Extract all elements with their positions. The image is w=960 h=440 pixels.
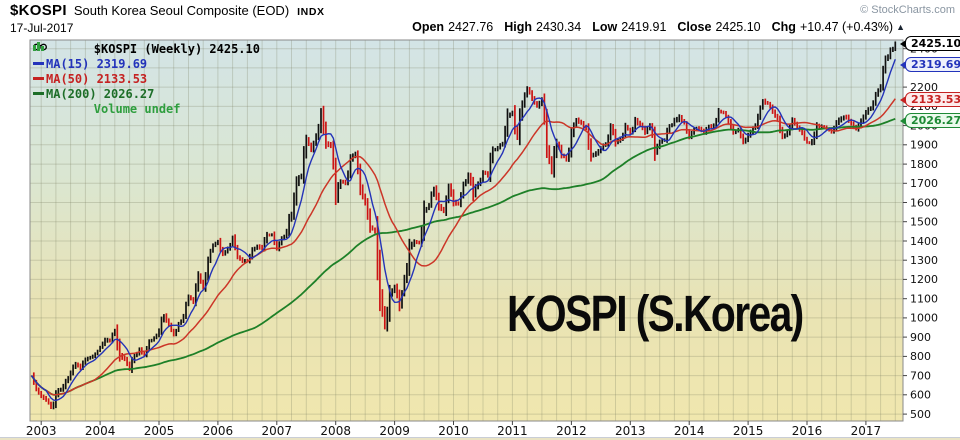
high-value: 2430.34 xyxy=(536,20,582,34)
volume-bars-icon xyxy=(33,42,91,130)
open-value: 2427.76 xyxy=(448,20,494,34)
legend-volume-label: Volume undef xyxy=(93,101,181,116)
svg-text:1300: 1300 xyxy=(910,254,938,267)
svg-text:2013: 2013 xyxy=(615,424,646,438)
low-value: 2419.91 xyxy=(621,20,667,34)
legend-volume: Volume undef xyxy=(33,42,260,116)
copyright-label: © StockCharts.com xyxy=(860,4,955,16)
svg-text:2005: 2005 xyxy=(144,424,175,438)
symbol-name: South Korea Seoul Composite (EOD) xyxy=(73,3,290,18)
ma200-line-swatch xyxy=(33,92,44,95)
svg-text:2200: 2200 xyxy=(910,81,938,94)
legend-main: $KOSPI (Weekly) 2425.10 xyxy=(33,41,260,56)
svg-text:600: 600 xyxy=(910,389,931,402)
price-callout-ma50: 2133.53 xyxy=(899,92,960,108)
svg-text:1200: 1200 xyxy=(910,273,938,286)
close-value: 2425.10 xyxy=(715,20,761,34)
price-callout-ma15: 2319.69 xyxy=(899,56,960,72)
close-label: Close xyxy=(677,20,712,34)
low-label: Low xyxy=(592,20,618,34)
svg-text:2003: 2003 xyxy=(26,424,57,438)
up-arrow-icon: ▲ xyxy=(896,22,905,32)
ma50-line-swatch xyxy=(33,77,44,80)
open-label: Open xyxy=(412,20,445,34)
svg-text:2014: 2014 xyxy=(674,424,705,438)
price-callout-ma200: 2026.27 xyxy=(899,113,960,128)
chart-legend: $KOSPI (Weekly) 2425.10 MA(15) 2319.69 M… xyxy=(33,41,260,116)
symbol: $KOSPI xyxy=(10,2,67,19)
svg-text:1900: 1900 xyxy=(910,139,938,152)
svg-text:2015: 2015 xyxy=(733,424,764,438)
legend-ma200: MA(200) 2026.27 xyxy=(33,86,260,101)
svg-text:1600: 1600 xyxy=(910,196,938,209)
svg-text:900: 900 xyxy=(910,331,931,344)
legend-ma15: MA(15) 2319.69 xyxy=(33,56,260,71)
bottom-divider xyxy=(0,437,960,440)
price-callout-close: 2425.10 xyxy=(899,36,960,52)
svg-text:1700: 1700 xyxy=(910,177,938,190)
svg-text:1100: 1100 xyxy=(910,293,938,306)
exchange-tag: INDX xyxy=(297,6,325,18)
svg-text:2009: 2009 xyxy=(379,424,410,438)
chg-label: Chg xyxy=(771,20,796,34)
svg-text:500: 500 xyxy=(910,408,931,421)
svg-text:2010: 2010 xyxy=(438,424,469,438)
legend-ma15-label: MA(15) 2319.69 xyxy=(46,56,148,71)
svg-text:1000: 1000 xyxy=(910,312,938,325)
svg-text:2006: 2006 xyxy=(203,424,234,438)
svg-text:2012: 2012 xyxy=(556,424,587,438)
svg-text:1500: 1500 xyxy=(910,216,938,229)
legend-ma200-label: MA(200) 2026.27 xyxy=(46,86,155,101)
chart-date: 17-Jul-2017 xyxy=(10,21,74,35)
svg-text:1400: 1400 xyxy=(910,235,938,248)
svg-text:2017: 2017 xyxy=(851,424,882,438)
svg-text:2011: 2011 xyxy=(497,424,528,438)
svg-text:800: 800 xyxy=(910,350,931,363)
svg-text:2008: 2008 xyxy=(320,424,351,438)
svg-text:1800: 1800 xyxy=(910,158,938,171)
quote-summary: Open 2427.76 High 2430.34 Low 2419.91 Close 242… xyxy=(401,20,905,34)
svg-text:2016: 2016 xyxy=(792,424,823,438)
svg-text:2007: 2007 xyxy=(262,424,293,438)
legend-ma50-label: MA(50) 2133.53 xyxy=(46,71,148,86)
legend-ma50: MA(50) 2133.53 xyxy=(33,71,260,86)
chg-value: +10.47 (+0.43%) xyxy=(799,20,894,34)
svg-text:700: 700 xyxy=(910,369,931,382)
legend-main-label: $KOSPI (Weekly) 2425.10 xyxy=(93,41,260,56)
svg-text:2004: 2004 xyxy=(85,424,116,438)
chart-annotation: KOSPI (S.Korea) xyxy=(507,285,804,342)
chart-header: $KOSPI South Korea Seoul Composite (EOD) I… xyxy=(10,2,325,19)
high-label: High xyxy=(504,20,533,34)
ma15-line-swatch xyxy=(33,62,44,65)
